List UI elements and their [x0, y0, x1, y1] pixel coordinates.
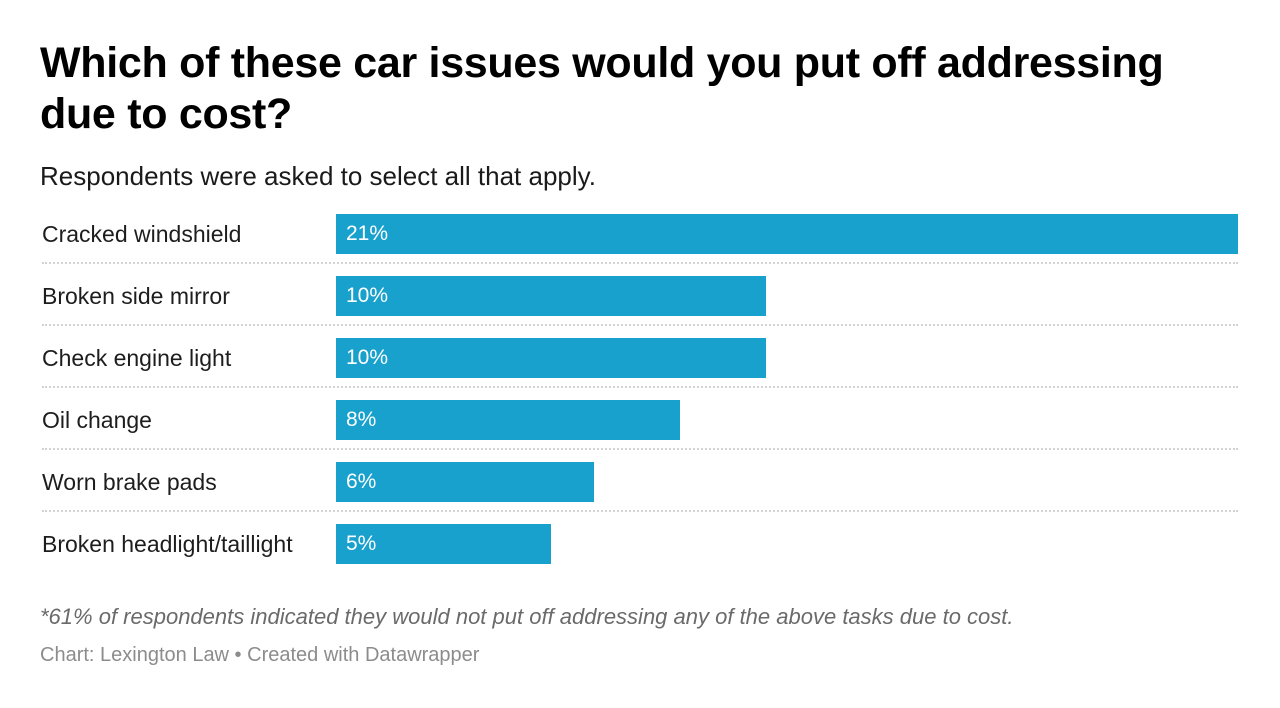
bar-value-label: 5%	[346, 532, 377, 555]
bar	[336, 214, 1238, 254]
bar	[336, 338, 766, 378]
row-separator	[42, 262, 1238, 264]
bar-value-label: 6%	[346, 470, 377, 493]
bar-row: Broken side mirror 10%	[42, 264, 1238, 326]
chart-footnote: *61% of respondents indicated they would…	[40, 604, 1014, 629]
row-separator	[42, 386, 1238, 388]
category-label: Oil change	[42, 407, 152, 433]
chart-source: Chart: Lexington Law • Created with Data…	[40, 644, 480, 666]
row-separator	[42, 510, 1238, 512]
bar-value-label: 10%	[346, 284, 389, 307]
bar-value-label: 21%	[346, 222, 389, 245]
bar-row: Oil change 8%	[42, 388, 1238, 450]
row-separator	[42, 448, 1238, 450]
chart-subtitle: Respondents were asked to select all tha…	[40, 161, 596, 191]
bar-value-label: 10%	[346, 346, 389, 369]
category-label: Cracked windshield	[42, 221, 242, 247]
bar	[336, 400, 680, 440]
bar-row: Cracked windshield 21%	[42, 202, 1238, 264]
row-separator	[42, 324, 1238, 326]
bar	[336, 276, 766, 316]
bar	[336, 524, 551, 564]
bar-row: Check engine light 10%	[42, 326, 1238, 388]
bar	[336, 462, 594, 502]
bar-chart: Cracked windshield 21% Broken side mirror 1…	[40, 202, 1240, 588]
bar-row: Broken headlight/taillight 5%	[42, 512, 1238, 574]
chart-title: Which of these car issues would you put …	[40, 39, 1164, 138]
category-label: Check engine light	[42, 345, 232, 371]
category-label: Broken side mirror	[42, 283, 230, 309]
bar-row: Worn brake pads 6%	[42, 450, 1238, 512]
category-label: Broken headlight/taillight	[42, 531, 293, 557]
category-label: Worn brake pads	[42, 469, 217, 495]
bar-value-label: 8%	[346, 408, 377, 431]
